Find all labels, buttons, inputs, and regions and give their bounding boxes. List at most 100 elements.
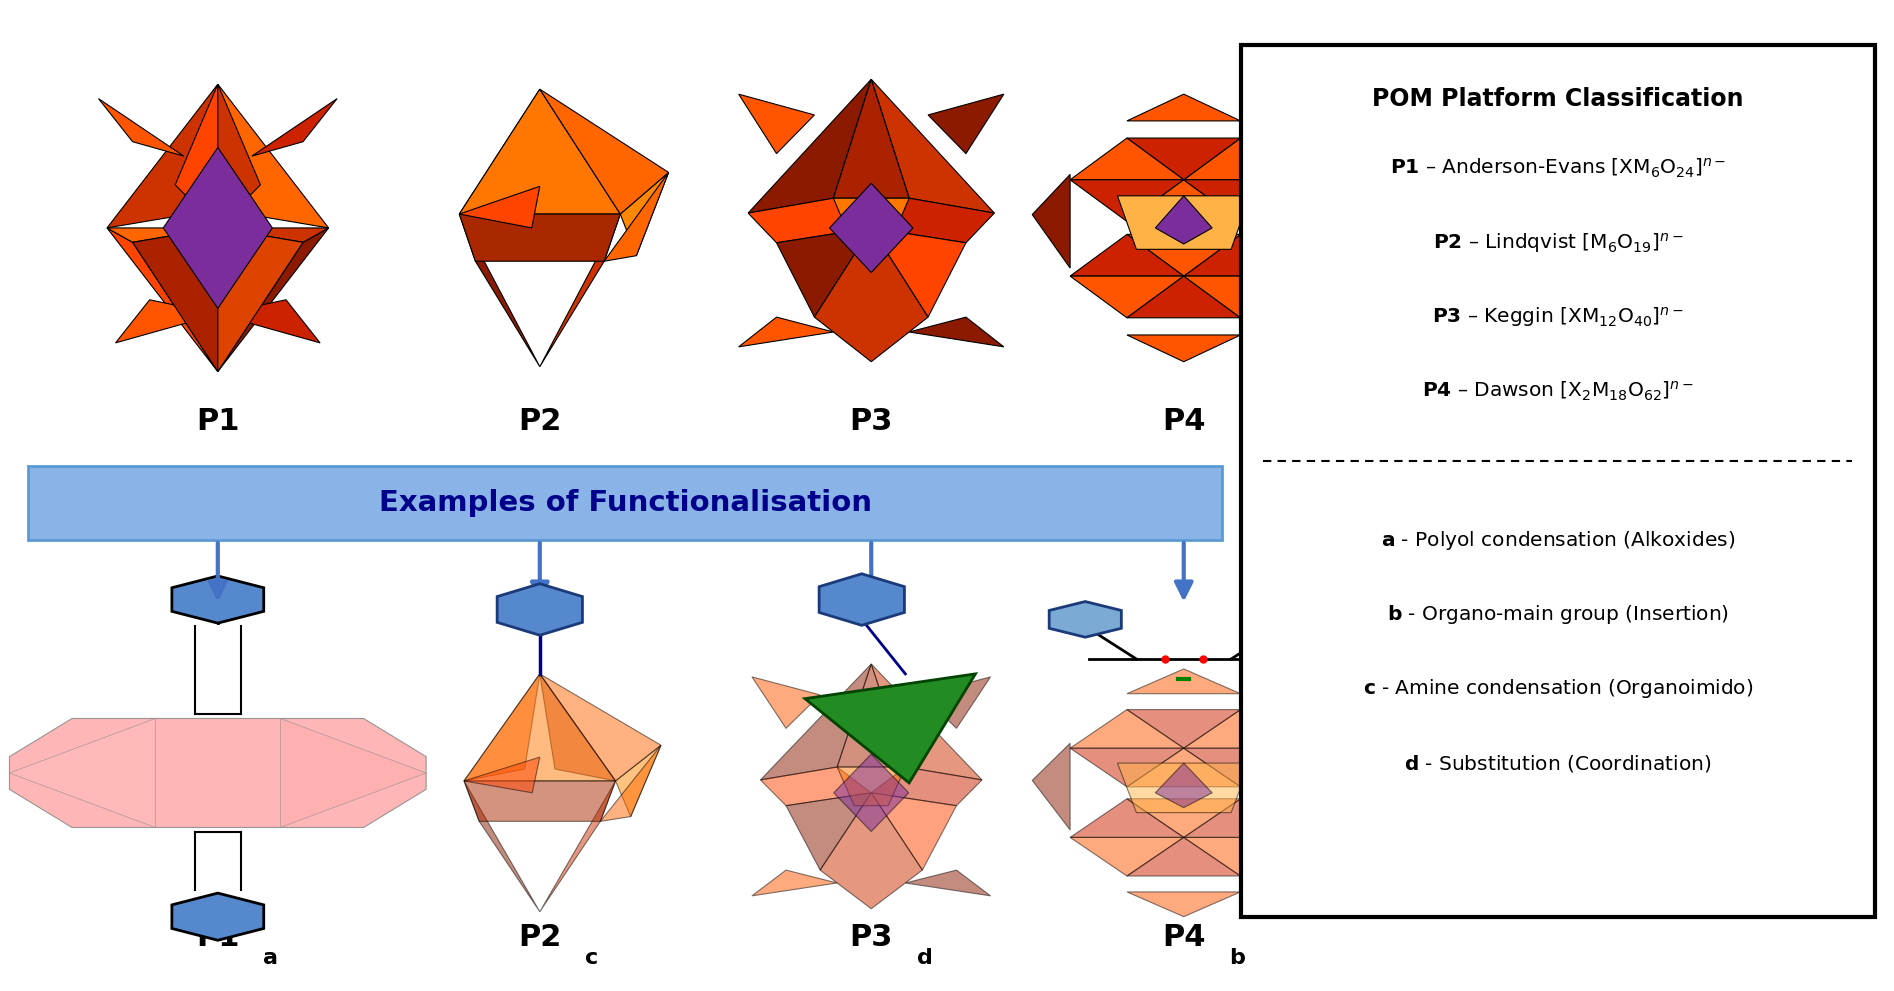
Polygon shape <box>616 745 661 817</box>
Polygon shape <box>163 148 273 308</box>
Polygon shape <box>871 79 994 213</box>
Polygon shape <box>1070 179 1184 221</box>
Polygon shape <box>464 781 540 912</box>
Polygon shape <box>1184 748 1297 787</box>
Polygon shape <box>833 79 909 198</box>
Polygon shape <box>1070 276 1184 318</box>
Polygon shape <box>818 574 905 625</box>
Polygon shape <box>540 781 616 912</box>
Text: $\bf{a}$ - Polyol condensation (Alkoxides): $\bf{a}$ - Polyol condensation (Alkoxide… <box>1381 528 1735 552</box>
Polygon shape <box>464 757 540 793</box>
Polygon shape <box>218 228 303 372</box>
Polygon shape <box>1155 763 1212 808</box>
Polygon shape <box>752 870 837 896</box>
Polygon shape <box>458 186 540 228</box>
Text: P2: P2 <box>519 924 561 952</box>
Polygon shape <box>1127 748 1241 787</box>
Text: $\bf{d}$ - Substitution (Coordination): $\bf{d}$ - Substitution (Coordination) <box>1403 752 1712 774</box>
Polygon shape <box>1297 743 1335 830</box>
Polygon shape <box>252 98 337 156</box>
Polygon shape <box>540 674 616 781</box>
Polygon shape <box>786 793 871 870</box>
Polygon shape <box>752 677 820 728</box>
Polygon shape <box>464 674 616 781</box>
Polygon shape <box>9 718 426 827</box>
Polygon shape <box>837 664 905 767</box>
Polygon shape <box>871 228 966 317</box>
Polygon shape <box>464 674 540 781</box>
Polygon shape <box>1184 276 1297 318</box>
Polygon shape <box>871 793 956 870</box>
Polygon shape <box>1070 837 1184 876</box>
Polygon shape <box>600 745 661 822</box>
Polygon shape <box>540 89 669 214</box>
Polygon shape <box>871 767 981 806</box>
Polygon shape <box>1184 799 1297 837</box>
Polygon shape <box>540 214 619 367</box>
Polygon shape <box>748 79 871 213</box>
Text: POM Platform Classification: POM Platform Classification <box>1371 87 1744 111</box>
Polygon shape <box>1127 892 1241 917</box>
Text: d: d <box>917 948 932 968</box>
Polygon shape <box>1061 781 1307 805</box>
Polygon shape <box>833 754 909 831</box>
Polygon shape <box>458 89 619 214</box>
Polygon shape <box>761 767 871 806</box>
FancyBboxPatch shape <box>28 466 1222 540</box>
Text: Examples of Functionalisation: Examples of Functionalisation <box>379 489 871 517</box>
Polygon shape <box>108 228 218 242</box>
Polygon shape <box>1184 235 1297 276</box>
Polygon shape <box>1117 196 1250 250</box>
Polygon shape <box>1070 235 1184 276</box>
Polygon shape <box>1127 710 1241 748</box>
Polygon shape <box>218 299 320 343</box>
Text: P4: P4 <box>1163 406 1205 436</box>
Polygon shape <box>98 98 184 156</box>
Polygon shape <box>1117 763 1250 813</box>
FancyBboxPatch shape <box>1241 45 1875 917</box>
Text: P1: P1 <box>197 406 239 436</box>
Polygon shape <box>540 89 619 214</box>
Polygon shape <box>218 84 261 228</box>
Polygon shape <box>604 172 669 262</box>
Text: P4: P4 <box>1163 924 1205 952</box>
Polygon shape <box>218 228 330 372</box>
Polygon shape <box>1127 669 1241 694</box>
Text: P3: P3 <box>850 406 892 436</box>
Polygon shape <box>172 576 263 623</box>
Polygon shape <box>464 781 616 822</box>
Polygon shape <box>1127 335 1241 362</box>
Polygon shape <box>905 870 991 896</box>
Polygon shape <box>108 228 218 372</box>
Polygon shape <box>1127 94 1241 121</box>
Polygon shape <box>830 183 913 273</box>
Polygon shape <box>777 228 871 317</box>
Polygon shape <box>833 198 909 243</box>
Polygon shape <box>1127 179 1241 221</box>
Text: P3: P3 <box>850 924 892 952</box>
Polygon shape <box>1049 602 1121 637</box>
Polygon shape <box>928 94 1004 154</box>
Polygon shape <box>1127 276 1241 318</box>
Polygon shape <box>1246 602 1318 637</box>
Polygon shape <box>837 767 905 806</box>
Polygon shape <box>1184 710 1297 748</box>
Polygon shape <box>1070 748 1184 787</box>
Polygon shape <box>1297 174 1335 268</box>
Polygon shape <box>814 228 928 362</box>
Polygon shape <box>218 228 330 242</box>
Polygon shape <box>496 584 583 635</box>
Polygon shape <box>1061 215 1307 241</box>
Polygon shape <box>1184 179 1297 221</box>
Polygon shape <box>172 893 263 940</box>
Polygon shape <box>1155 196 1212 244</box>
Polygon shape <box>739 317 833 347</box>
Polygon shape <box>108 84 218 228</box>
Polygon shape <box>619 172 669 256</box>
Polygon shape <box>174 84 218 228</box>
Polygon shape <box>1070 138 1184 179</box>
Polygon shape <box>133 228 218 372</box>
Polygon shape <box>1127 235 1241 276</box>
Polygon shape <box>922 677 991 728</box>
Text: P2: P2 <box>519 406 561 436</box>
